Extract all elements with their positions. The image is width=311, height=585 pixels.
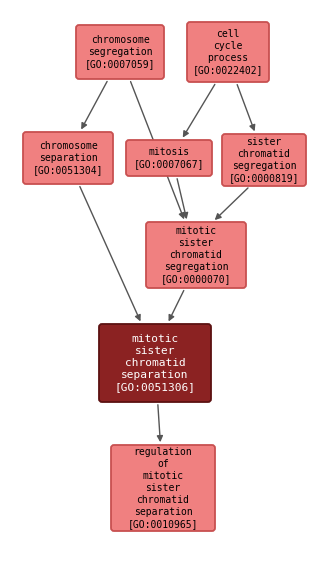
FancyBboxPatch shape (222, 134, 306, 186)
Text: regulation
of
mitotic
sister
chromatid
separation
[GO:0010965]: regulation of mitotic sister chromatid s… (128, 447, 198, 529)
Text: mitotic
sister
chromatid
separation
[GO:0051306]: mitotic sister chromatid separation [GO:… (114, 334, 196, 392)
FancyBboxPatch shape (146, 222, 246, 288)
Text: sister
chromatid
segregation
[GO:0000819]: sister chromatid segregation [GO:0000819… (229, 137, 299, 183)
Text: chromosome
segregation
[GO:0007059]: chromosome segregation [GO:0007059] (85, 35, 155, 69)
FancyBboxPatch shape (23, 132, 113, 184)
Text: mitosis
[GO:0007067]: mitosis [GO:0007067] (134, 147, 204, 169)
Text: cell
cycle
process
[GO:0022402]: cell cycle process [GO:0022402] (193, 29, 263, 75)
FancyBboxPatch shape (99, 324, 211, 402)
FancyBboxPatch shape (111, 445, 215, 531)
FancyBboxPatch shape (126, 140, 212, 176)
FancyBboxPatch shape (76, 25, 164, 79)
Text: mitotic
sister
chromatid
segregation
[GO:0000070]: mitotic sister chromatid segregation [GO… (161, 226, 231, 284)
Text: chromosome
separation
[GO:0051304]: chromosome separation [GO:0051304] (33, 141, 103, 175)
FancyBboxPatch shape (187, 22, 269, 82)
